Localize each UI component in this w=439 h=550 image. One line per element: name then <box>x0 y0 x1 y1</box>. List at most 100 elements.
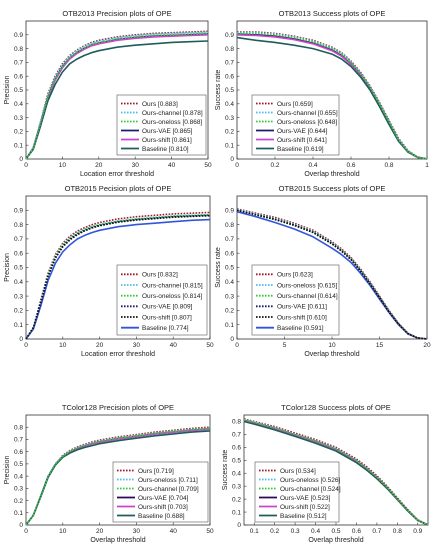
legend-entry: Ours-oneloss [0.615] <box>277 282 338 289</box>
y-tick-label: 0.7 <box>14 60 23 67</box>
legend-entry: Ours-oneloss [0.814] <box>142 293 203 300</box>
y-tick-label: 0.4 <box>225 279 234 286</box>
legend-entry: Baseline [0.688] <box>138 513 185 520</box>
legend-box <box>116 94 207 156</box>
series-line <box>237 31 428 160</box>
legend-box <box>116 264 208 336</box>
chart-title: OTB2015 Pecision plots of OPE <box>65 184 172 193</box>
legend-entry: Ours-VAE [0.523] <box>280 495 331 502</box>
y-tick-label: 0.5 <box>14 87 23 94</box>
y-tick-label: 0.6 <box>225 73 234 80</box>
y-tick-label: 0.3 <box>14 293 23 300</box>
y-tick-label: 0.4 <box>14 473 23 480</box>
legend-entry: Ours [0.719] <box>138 468 174 475</box>
y-tick-label: 0.9 <box>225 208 234 215</box>
legend-box <box>254 461 340 523</box>
x-tick-label: 0.5 <box>331 528 340 535</box>
y-tick-label: 0.7 <box>225 236 234 243</box>
y-axis-label: Success rate <box>215 247 222 288</box>
y-tick-label: 0.1 <box>232 509 241 516</box>
x-tick-label: 50 <box>206 528 214 535</box>
legend-entry: Ours [0.623] <box>277 272 313 279</box>
x-tick-label: 5 <box>283 342 287 349</box>
y-tick-label: 0.2 <box>14 308 23 315</box>
x-tick-label: 1 <box>425 162 429 169</box>
legend: Ours [0.719] Ours-oneloss [0.711] Ours-cha… <box>112 461 209 523</box>
y-tick-label: 0 <box>230 156 234 163</box>
legend-entry: Ours [0.534] <box>280 468 316 475</box>
x-axis-label: Location error threshold <box>80 171 154 178</box>
axes-box <box>25 414 211 526</box>
x-tick-label: 10 <box>328 342 336 349</box>
y-tick-label: 0.3 <box>14 115 23 122</box>
x-tick-label: 0 <box>235 162 239 169</box>
y-axis-label: Precision <box>4 456 11 485</box>
legend-entry: Baseline [0.512] <box>280 513 327 520</box>
y-tick-label: 0.5 <box>225 265 234 272</box>
legend-entry: Ours-shift [0.522] <box>280 504 330 511</box>
legend-entry: Ours [0.883] <box>142 101 178 108</box>
y-tick-label: 0.7 <box>14 236 23 243</box>
y-tick-label: 0.6 <box>14 250 23 257</box>
series-line <box>25 427 211 526</box>
y-tick-label: 0.4 <box>14 101 23 108</box>
y-tick-label: 0.2 <box>14 498 23 505</box>
x-tick-label: 0.9 <box>413 528 422 535</box>
y-tick-label: 0.6 <box>225 250 234 257</box>
x-tick-label: 10 <box>59 528 67 535</box>
series-line <box>237 32 428 160</box>
legend-box <box>251 264 340 336</box>
y-tick-label: 0 <box>237 522 241 529</box>
legend: Ours [0.623] Ours-oneloss [0.615] Ours-cha… <box>251 264 340 336</box>
legend-box <box>251 94 340 156</box>
y-tick-label: 0.2 <box>232 496 241 503</box>
y-tick-label: 0.8 <box>14 222 23 229</box>
x-axis-label: Overlap threshold <box>304 171 359 178</box>
x-tick-label: 0 <box>235 342 239 349</box>
x-tick-label: 20 <box>95 162 103 169</box>
y-tick-label: 0 <box>19 336 23 343</box>
chart-panel-2: OTB2013 Success plots of OPE 0 0.2 0.4 0.6 0.… <box>215 9 429 178</box>
legend-entry: Ours-VAE [0.704] <box>138 495 189 502</box>
legend-entry: Ours-oneloss [0.711] <box>138 477 198 484</box>
x-tick-label: 0.6 <box>346 162 355 169</box>
legend-entry: Ours-channel [0.815] <box>142 282 203 289</box>
y-tick-label: 0.2 <box>225 129 234 136</box>
x-tick-label: 10 <box>59 342 67 349</box>
y-tick-label: 0 <box>19 156 23 163</box>
x-tick-label: 0.1 <box>250 528 259 535</box>
x-tick-label: 0 <box>24 342 28 349</box>
series-line <box>243 419 429 526</box>
y-tick-label: 0.1 <box>14 322 23 329</box>
legend-entry: Baseline [0.619] <box>277 146 324 153</box>
x-tick-label: 0.8 <box>384 162 393 169</box>
y-tick-label: 0.7 <box>225 60 234 67</box>
legend-entry: Ours-VAE [0.611] <box>277 304 327 311</box>
x-tick-label: 0.4 <box>308 162 317 169</box>
y-tick-label: 0 <box>19 522 23 529</box>
series-line <box>25 40 209 160</box>
chart-title: TColor128 Precision plots of OPE <box>62 403 174 412</box>
x-tick-label: 0 <box>24 528 28 535</box>
x-tick-label: 40 <box>168 162 176 169</box>
series-line <box>25 32 209 160</box>
y-tick-label: 0.5 <box>225 87 234 94</box>
y-tick-label: 0.5 <box>14 461 23 468</box>
x-tick-label: 0.7 <box>372 528 381 535</box>
x-axis-label: Overlap threshold <box>308 537 363 544</box>
y-tick-label: 0.3 <box>232 483 241 490</box>
legend: Ours [0.883] Ours-channel [0.878] Ours-one… <box>116 94 207 156</box>
y-tick-label: 0.8 <box>225 46 234 53</box>
y-axis-label: Success rate <box>215 70 222 111</box>
y-axis-label: Precision <box>4 253 11 282</box>
legend-entry: Ours-channel [0.878] <box>142 110 203 117</box>
legend-entry: Ours-VAE [0.865] <box>142 128 193 135</box>
chart-panel-6: TColor128 Success plots of OPE 0.1 0.2 0.3 0… <box>222 403 429 544</box>
y-tick-label: 0.8 <box>14 46 23 53</box>
series-line <box>25 218 211 340</box>
y-tick-label: 0.1 <box>14 510 23 517</box>
x-axis-label: Location error threshold <box>81 351 155 358</box>
legend-entry: Baseline [0.810] <box>142 146 189 153</box>
legend-entry: Ours-VAE [0.809] <box>142 304 193 311</box>
y-tick-label: 0.9 <box>14 32 23 39</box>
